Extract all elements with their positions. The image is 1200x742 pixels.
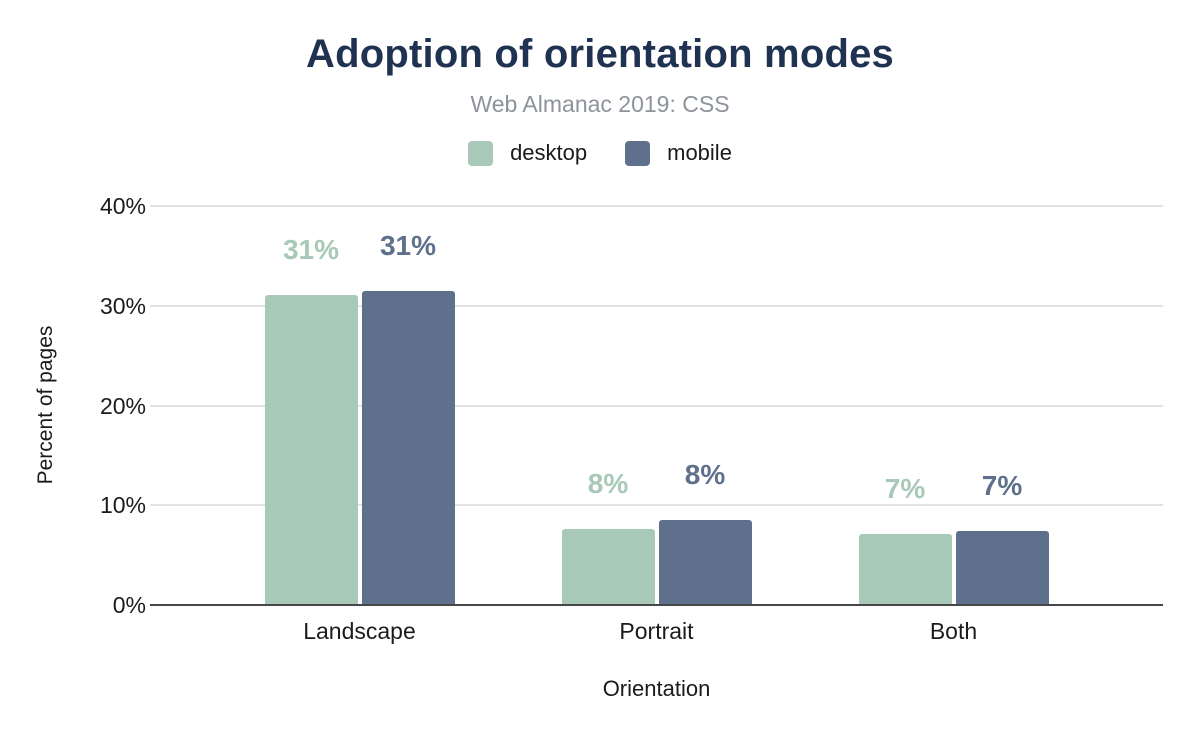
bar-value-label: 31% bbox=[379, 229, 437, 261]
plot-area: 31% 31% Landscape 8% 8% Portrait 7% 7% Both bbox=[150, 205, 1163, 644]
bar-pair: 31% 31% bbox=[264, 206, 455, 604]
gridline bbox=[150, 404, 1163, 407]
chart-title: Adoption of orientation modes bbox=[306, 32, 894, 76]
bar-desktop bbox=[858, 534, 952, 604]
y-tick-label: 30% bbox=[99, 292, 146, 319]
y-axis-ticks: 0% 10% 20% 30% 40% bbox=[0, 193, 146, 618]
x-tick-label: Landscape bbox=[303, 618, 416, 644]
bar-column-mobile: 8% bbox=[658, 459, 752, 604]
legend-item-mobile: mobile bbox=[625, 140, 732, 166]
y-tick-label: 0% bbox=[112, 592, 146, 618]
gridline bbox=[150, 304, 1163, 307]
x-axis-line bbox=[150, 604, 1163, 606]
gridline bbox=[150, 205, 1163, 207]
legend-swatch-mobile bbox=[625, 140, 651, 166]
bar-value-label: 31% bbox=[282, 233, 340, 265]
x-tick-label: Both bbox=[929, 618, 978, 644]
bar-pair: 8% 8% bbox=[561, 206, 752, 604]
x-axis-title: Orientation bbox=[602, 676, 711, 701]
y-tick-label: 20% bbox=[99, 392, 146, 419]
bar-column-desktop: 8% bbox=[561, 468, 655, 604]
bar-column-desktop: 7% bbox=[858, 473, 952, 604]
legend-label-desktop: desktop bbox=[510, 140, 588, 165]
bar-mobile bbox=[361, 290, 455, 604]
bar-desktop bbox=[264, 294, 358, 604]
gridline bbox=[150, 504, 1163, 507]
y-tick-label: 40% bbox=[99, 193, 146, 219]
bar-group: 8% 8% Portrait bbox=[508, 206, 805, 644]
bar-value-label: 7% bbox=[884, 473, 926, 505]
bar-mobile bbox=[658, 520, 752, 604]
x-tick-label: Portrait bbox=[619, 618, 694, 644]
legend-label-mobile: mobile bbox=[667, 140, 732, 165]
bar-desktop bbox=[561, 529, 655, 604]
bar-groups: 31% 31% Landscape 8% 8% Portrait 7% 7% Both bbox=[211, 206, 1102, 644]
bar-pair: 7% 7% bbox=[858, 206, 1049, 604]
bar-value-label: 8% bbox=[587, 468, 629, 500]
bar-column-desktop: 31% bbox=[264, 233, 358, 604]
y-tick-label: 10% bbox=[99, 492, 146, 519]
bar-value-label: 7% bbox=[981, 470, 1023, 502]
legend-swatch-desktop bbox=[468, 140, 494, 166]
bar-group: 7% 7% Both bbox=[805, 206, 1102, 644]
bar-column-mobile: 7% bbox=[955, 470, 1049, 604]
bar-value-label: 8% bbox=[684, 459, 726, 491]
legend-item-desktop: desktop bbox=[468, 140, 587, 166]
legend: desktop mobile bbox=[0, 140, 1200, 166]
chart-subtitle: Web Almanac 2019: CSS bbox=[470, 91, 730, 117]
bar-mobile bbox=[955, 531, 1049, 604]
bar-column-mobile: 31% bbox=[361, 229, 455, 604]
bar-group: 31% 31% Landscape bbox=[211, 206, 508, 644]
